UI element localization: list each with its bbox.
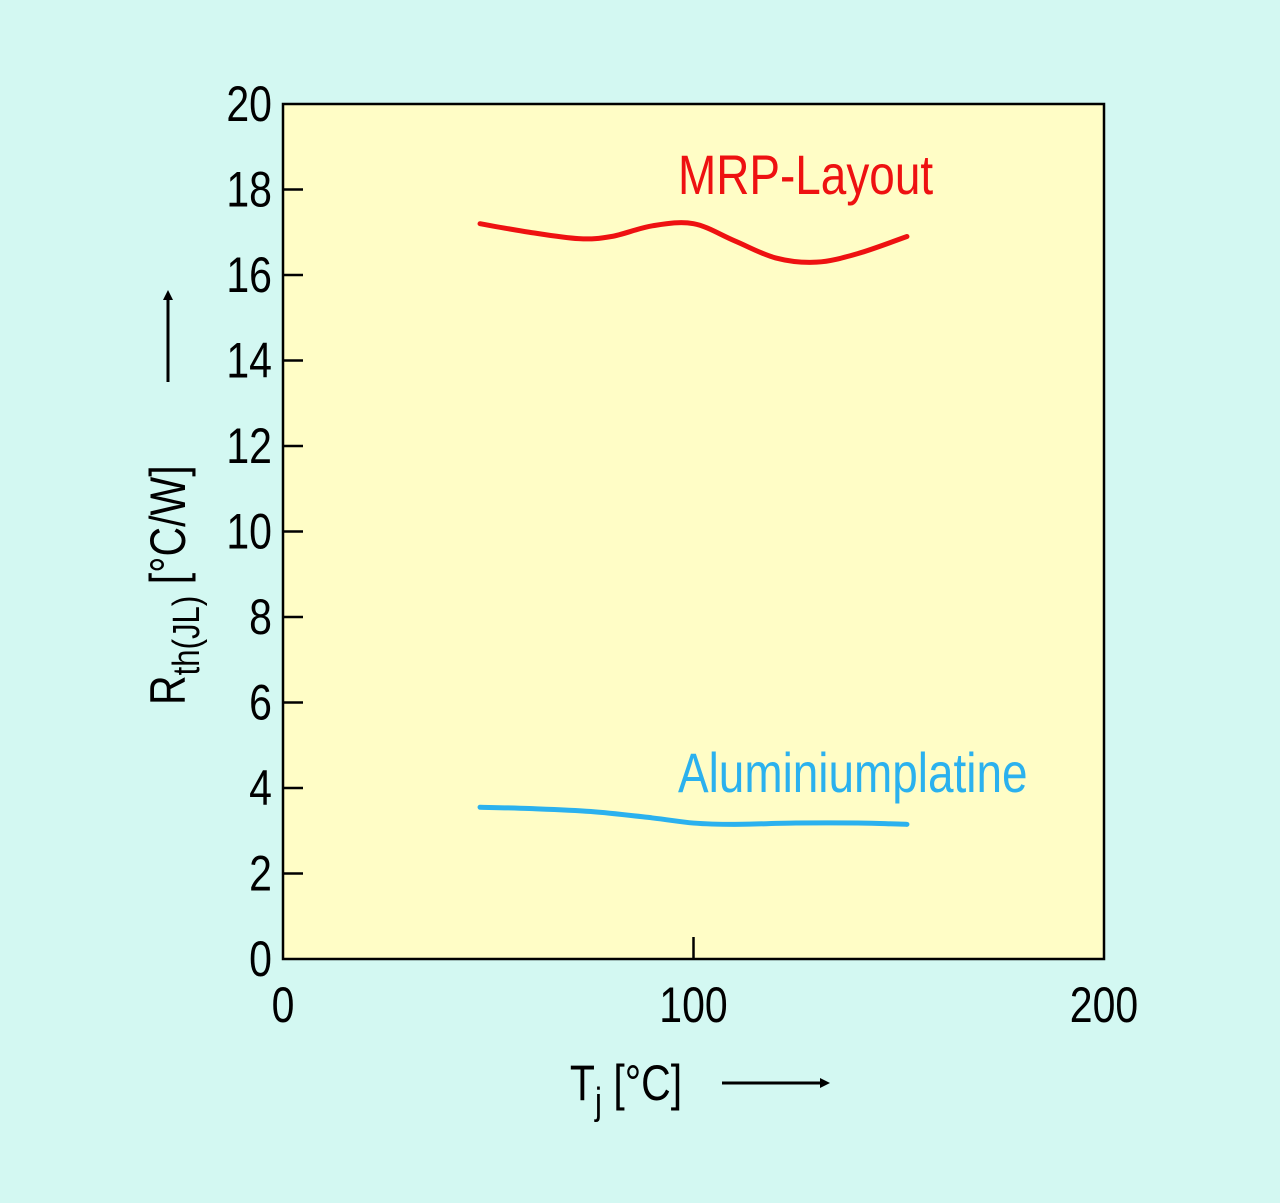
series-labels: MRP-Layout Aluminiumplatine bbox=[678, 144, 1028, 804]
svg-text:Rth(JL)[°C/W]: Rth(JL) [°C/W] bbox=[140, 465, 208, 705]
y-axis-label-main: R bbox=[140, 675, 196, 705]
x-ticks: 0 100 200 bbox=[272, 937, 1138, 1033]
x-axis-label-unit: [°C] bbox=[613, 1055, 682, 1111]
y-tick-label: 6 bbox=[249, 675, 272, 731]
y-tick-label: 16 bbox=[226, 247, 272, 303]
series-label: Aluminiumplatine bbox=[678, 742, 1028, 804]
y-tick-label: 14 bbox=[226, 333, 272, 389]
y-axis-label-unit: [°C/W] bbox=[140, 465, 196, 584]
x-axis-label: Tj [°C] bbox=[570, 1055, 682, 1123]
series-line-aluminiumplatine bbox=[477, 804, 910, 827]
svg-text:Tj[°C]: Tj [°C] bbox=[570, 1055, 682, 1123]
series-line-mrp-layout bbox=[477, 220, 910, 265]
y-tick-label: 4 bbox=[249, 760, 272, 816]
x-axis-label-main: T bbox=[570, 1055, 595, 1111]
y-axis-label: Rth(JL) [°C/W] bbox=[140, 465, 208, 705]
series-layer bbox=[477, 220, 910, 827]
x-tick-label: 0 bbox=[272, 977, 295, 1033]
y-tick-label: 10 bbox=[226, 504, 272, 560]
y-tick-label: 2 bbox=[249, 846, 272, 902]
y-ticks: 0 2 4 6 8 10 12 14 16 18 20 bbox=[226, 76, 303, 987]
plot-area bbox=[281, 102, 1106, 961]
y-tick-label: 20 bbox=[226, 76, 272, 132]
x-tick-label: 100 bbox=[659, 977, 727, 1033]
y-tick-label: 18 bbox=[226, 162, 272, 218]
series-label: MRP-Layout bbox=[678, 144, 933, 206]
y-tick-label: 0 bbox=[249, 931, 272, 987]
y-axis-label-sub: th(JL) bbox=[166, 596, 208, 676]
y-tick-label: 12 bbox=[226, 418, 272, 474]
y-tick-label: 8 bbox=[249, 589, 272, 645]
x-axis-label-sub: j bbox=[594, 1081, 602, 1123]
x-tick-label: 200 bbox=[1070, 977, 1138, 1033]
